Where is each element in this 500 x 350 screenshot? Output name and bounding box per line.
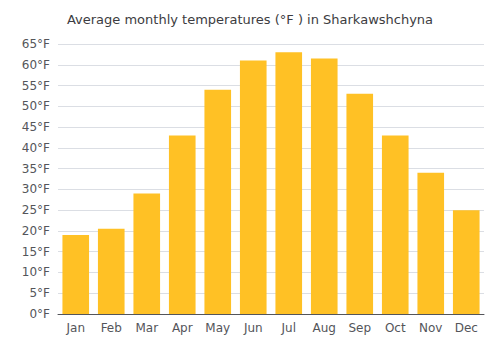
svg-text:0°F: 0°F xyxy=(29,307,50,321)
svg-text:60°F: 60°F xyxy=(22,58,50,72)
svg-text:30°F: 30°F xyxy=(22,182,50,196)
svg-text:45°F: 45°F xyxy=(22,120,50,134)
svg-text:Mar: Mar xyxy=(135,321,158,335)
svg-text:10°F: 10°F xyxy=(22,265,50,279)
svg-text:Jan: Jan xyxy=(66,321,86,335)
svg-text:May: May xyxy=(205,321,230,335)
svg-text:15°F: 15°F xyxy=(22,245,50,259)
svg-text:40°F: 40°F xyxy=(22,141,50,155)
svg-text:Aug: Aug xyxy=(313,321,336,335)
svg-text:55°F: 55°F xyxy=(22,79,50,93)
svg-text:Apr: Apr xyxy=(172,321,193,335)
svg-text:Jul: Jul xyxy=(281,321,296,335)
svg-text:Jun: Jun xyxy=(243,321,263,335)
svg-text:Average monthly temperatures (: Average monthly temperatures (°F ) in Sh… xyxy=(67,12,433,27)
svg-text:50°F: 50°F xyxy=(22,99,50,113)
svg-text:Nov: Nov xyxy=(419,321,442,335)
svg-text:65°F: 65°F xyxy=(22,37,50,51)
svg-text:Dec: Dec xyxy=(455,321,478,335)
svg-text:Oct: Oct xyxy=(385,321,406,335)
svg-text:35°F: 35°F xyxy=(22,162,50,176)
svg-text:25°F: 25°F xyxy=(22,203,50,217)
svg-text:Feb: Feb xyxy=(101,321,122,335)
svg-text:20°F: 20°F xyxy=(22,224,50,238)
svg-text:Sep: Sep xyxy=(348,321,371,335)
svg-text:5°F: 5°F xyxy=(29,286,50,300)
